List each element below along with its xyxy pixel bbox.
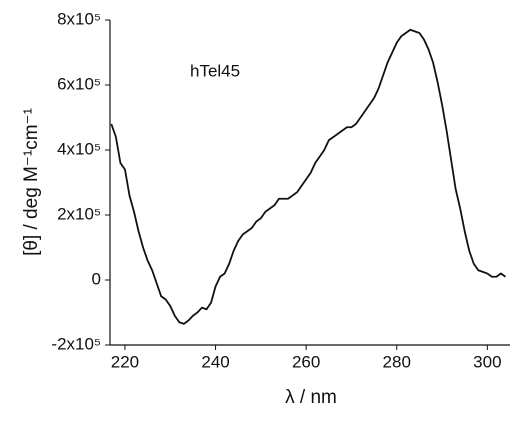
- y-tick-label: 0: [92, 269, 101, 288]
- x-tick-label: 220: [111, 352, 139, 371]
- annotation: hTel45: [190, 61, 240, 80]
- x-tick-label: 280: [383, 352, 411, 371]
- x-tick-label: 300: [473, 352, 501, 371]
- y-axis-label: [θ] / deg M⁻¹cm⁻¹: [21, 108, 42, 256]
- x-tick-label: 240: [201, 352, 229, 371]
- y-tick-label: -2x10⁵: [51, 334, 101, 353]
- y-tick-label: 8x10⁵: [57, 9, 101, 28]
- x-tick-label: 260: [292, 352, 320, 371]
- y-tick-label: 2x10⁵: [57, 204, 101, 223]
- y-tick-label: 6x10⁵: [57, 74, 101, 93]
- x-axis-label: λ / nm: [285, 387, 337, 408]
- curve: [110, 28, 506, 325]
- y-tick-label: 4x10⁵: [57, 139, 101, 158]
